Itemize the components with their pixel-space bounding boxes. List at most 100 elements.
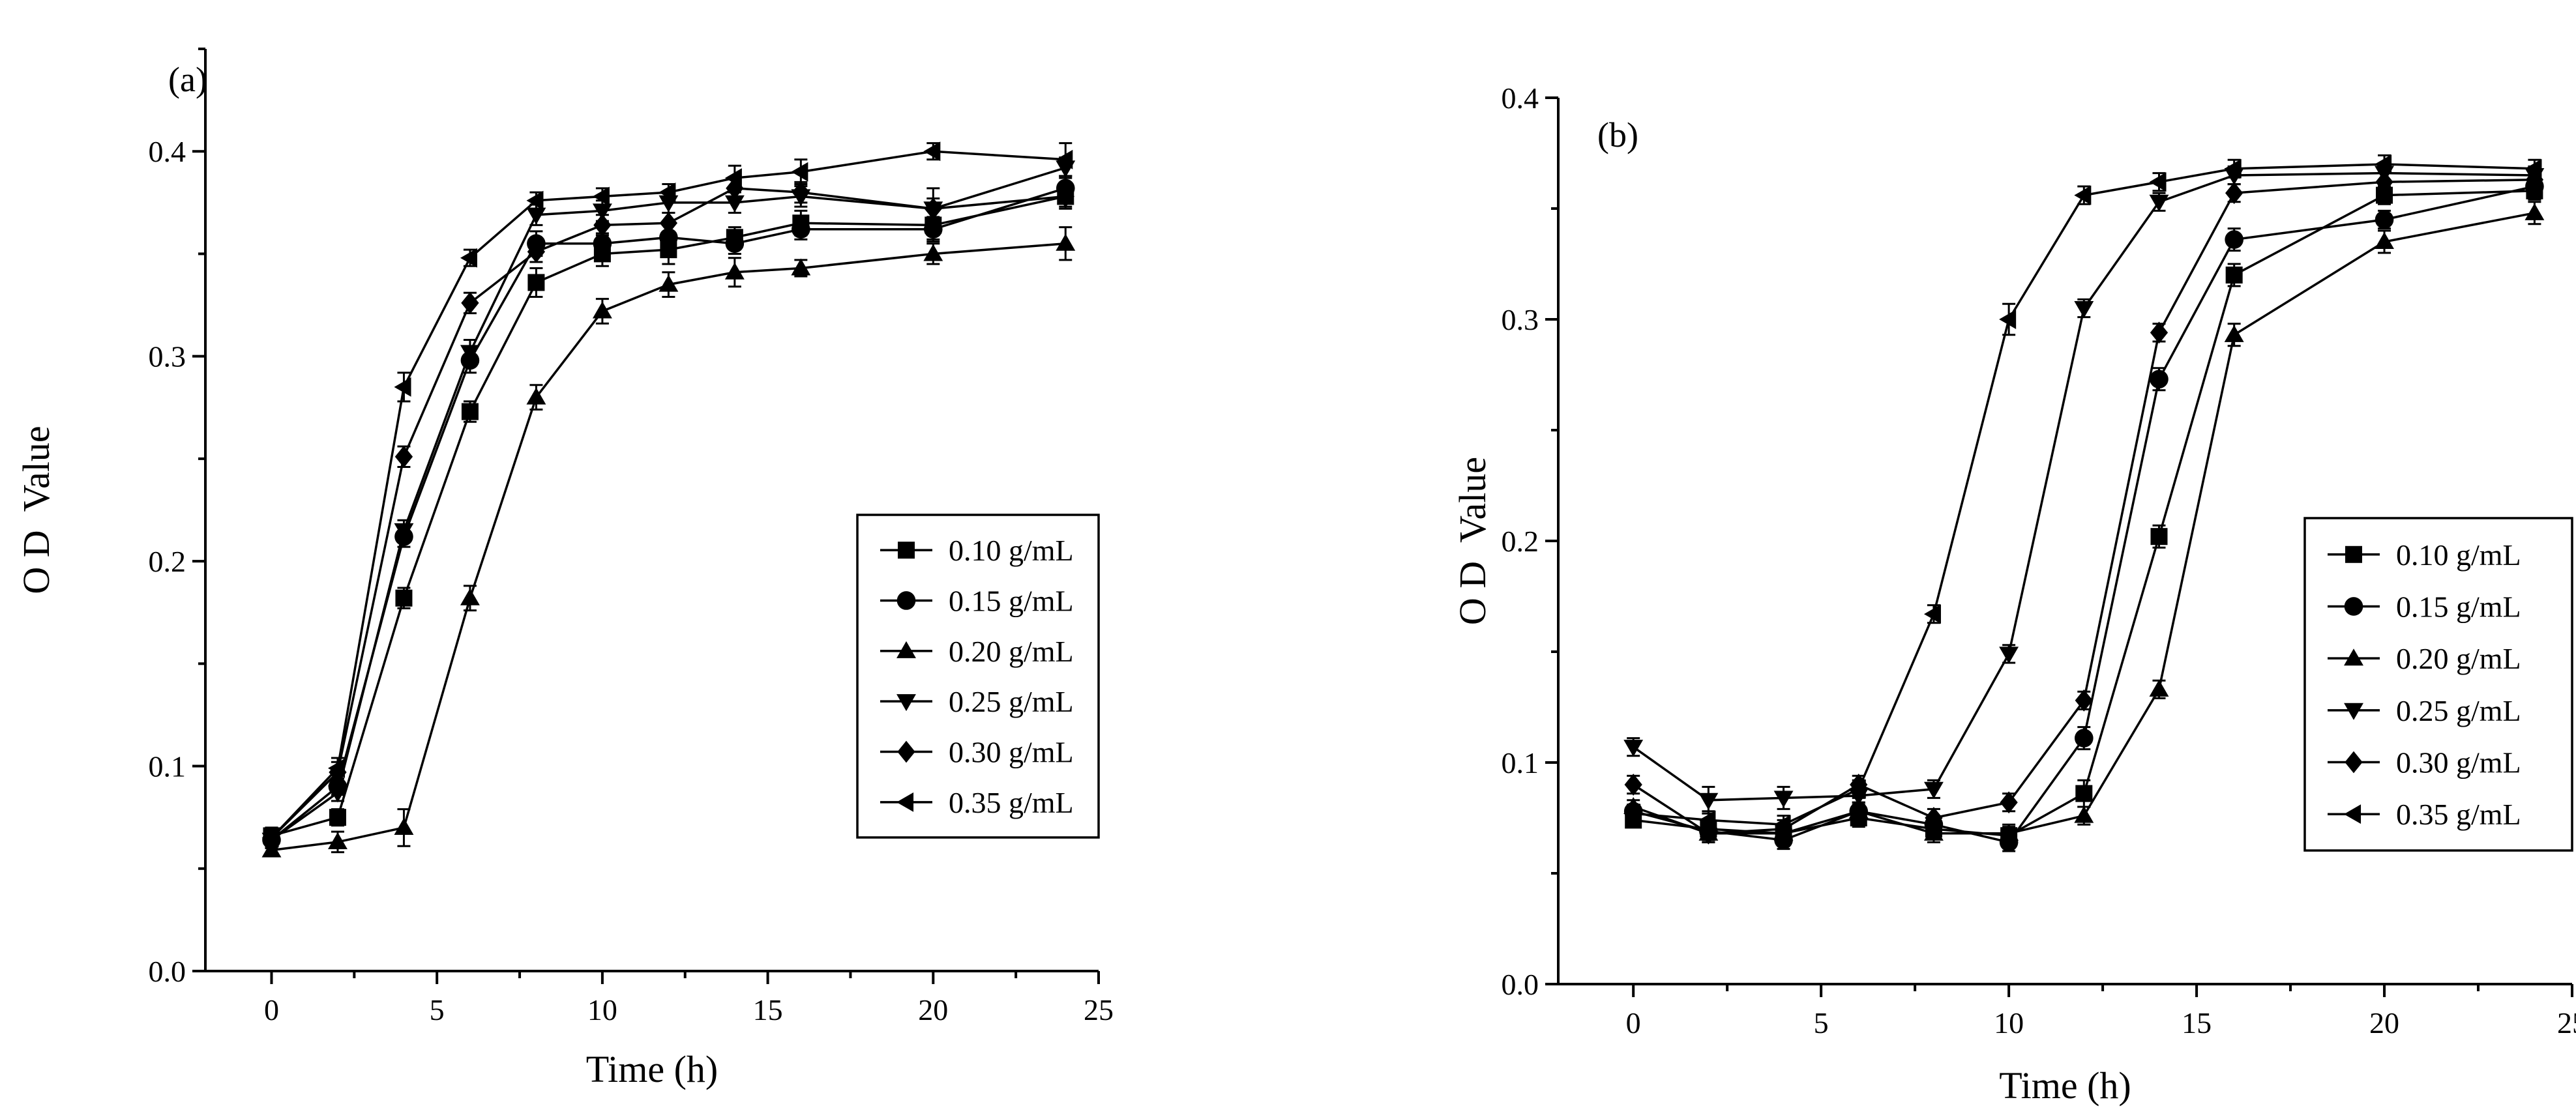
data-point xyxy=(592,301,612,319)
panel-label: (b) xyxy=(1597,115,1638,154)
legend-marker xyxy=(2345,545,2362,563)
x-axis-title: Time (h) xyxy=(586,1048,718,1090)
legend-item: 0.10 g/mL xyxy=(2328,538,2521,572)
y-axis-title: O D Value xyxy=(1451,457,1494,625)
data-point xyxy=(394,817,414,835)
data-point xyxy=(2375,154,2392,174)
legend-item: 0.15 g/mL xyxy=(2328,590,2521,623)
data-point xyxy=(2225,230,2243,249)
data-point xyxy=(724,168,742,188)
data-point xyxy=(724,262,745,280)
data-point xyxy=(2224,158,2242,179)
data-point xyxy=(1773,815,1791,835)
data-point xyxy=(1923,604,1941,624)
y-tick-label: 0.4 xyxy=(149,135,186,168)
legend-box xyxy=(2303,517,2573,852)
data-point xyxy=(1848,801,1869,819)
data-point xyxy=(395,589,413,607)
data-point xyxy=(1698,792,1719,810)
data-point xyxy=(593,234,612,254)
data-point xyxy=(394,377,411,397)
data-point xyxy=(2150,370,2169,389)
x-tick-label: 15 xyxy=(753,993,783,1026)
data-point xyxy=(1848,779,1866,799)
data-point xyxy=(1999,823,2019,841)
chart-panel-b: 0.0 0.1 0.2 0.3 0.4 0 5 10 15 20 25 Time (h) O D Val… xyxy=(1451,81,2576,1107)
y-tick-label: 0.2 xyxy=(1502,525,1539,558)
x-tick-label: 0 xyxy=(1626,1006,1641,1039)
data-point xyxy=(724,195,745,212)
x-tick-label: 10 xyxy=(1994,1006,2024,1039)
data-point xyxy=(1056,149,1073,169)
data-point xyxy=(461,403,479,420)
legend-box xyxy=(856,514,1100,839)
legend-item: 0.10 g/mL xyxy=(880,534,1074,567)
data-point xyxy=(791,162,808,182)
data-point xyxy=(2375,232,2394,250)
data-point xyxy=(2225,267,2243,283)
y-tick-label: 0.2 xyxy=(149,545,186,578)
legend: 0.10 g/mL 0.15 g/mL 0.20 g/mL 0.25 g/mL 0.30… xyxy=(2303,517,2573,852)
data-point xyxy=(2149,679,2169,697)
data-point xyxy=(1699,822,1718,845)
legend-marker xyxy=(2344,804,2361,824)
y-tick-label: 0.1 xyxy=(149,750,186,783)
legend-label: 0.30 g/mL xyxy=(2396,746,2521,779)
legend-item: 0.30 g/mL xyxy=(880,736,1074,769)
data-point xyxy=(526,207,546,225)
chart-panel-a: 0.0 0.1 0.2 0.3 0.4 0 5 10 15 20 25 Time (h) O D Val… xyxy=(15,48,1114,1090)
data-point xyxy=(394,445,413,468)
series-0-35-g-mL xyxy=(1623,154,2542,835)
data-point xyxy=(2524,158,2542,179)
x-tick-label: 25 xyxy=(1084,993,1114,1026)
y-tick-label: 0.3 xyxy=(149,340,186,373)
data-point xyxy=(1773,791,1794,808)
y-axis-title: O D Value xyxy=(15,426,57,594)
data-point xyxy=(791,258,811,276)
x-tick-label: 15 xyxy=(2182,1006,2212,1039)
data-point xyxy=(2074,806,2094,823)
data-point xyxy=(527,240,546,263)
data-point xyxy=(1999,310,2017,329)
legend-label: 0.10 g/mL xyxy=(949,534,1074,567)
data-point xyxy=(526,387,546,405)
data-point xyxy=(2150,528,2168,545)
data-point xyxy=(1698,810,1716,830)
legend-label: 0.25 g/mL xyxy=(949,685,1074,718)
data-point xyxy=(328,758,346,778)
data-point xyxy=(1923,781,1944,799)
data-point xyxy=(1999,647,2019,664)
data-point xyxy=(2075,689,2093,712)
legend-item: 0.20 g/mL xyxy=(880,635,1074,668)
legend-item: 0.15 g/mL xyxy=(880,584,1074,617)
legend-label: 0.35 g/mL xyxy=(2396,798,2521,831)
legend-marker xyxy=(896,792,914,812)
data-point xyxy=(460,248,477,268)
data-point xyxy=(923,244,943,261)
legend-item: 0.30 g/mL xyxy=(2328,746,2521,779)
data-point xyxy=(2074,185,2092,205)
legend-marker xyxy=(2345,751,2363,774)
data-point xyxy=(2149,194,2169,212)
data-point xyxy=(2074,300,2094,318)
data-point xyxy=(1923,823,1944,841)
legend-label: 0.20 g/mL xyxy=(949,635,1074,668)
x-axis-title: Time (h) xyxy=(1999,1064,2131,1107)
data-point xyxy=(1056,185,1074,208)
data-point xyxy=(2224,325,2244,342)
y-tick-label: 0.0 xyxy=(149,955,186,988)
legend-item: 0.35 g/mL xyxy=(2328,798,2521,831)
data-point xyxy=(593,214,612,237)
data-point xyxy=(1925,807,1943,829)
legend-label: 0.35 g/mL xyxy=(949,786,1074,819)
data-point xyxy=(2375,171,2393,194)
data-point xyxy=(1056,233,1076,251)
data-point xyxy=(461,292,479,314)
legend-label: 0.15 g/mL xyxy=(949,584,1074,617)
legend-label: 0.15 g/mL xyxy=(2396,590,2521,623)
legend-label: 0.20 g/mL xyxy=(2396,642,2521,675)
data-point xyxy=(924,197,942,220)
legend-marker xyxy=(2344,648,2363,666)
data-point xyxy=(526,190,544,211)
